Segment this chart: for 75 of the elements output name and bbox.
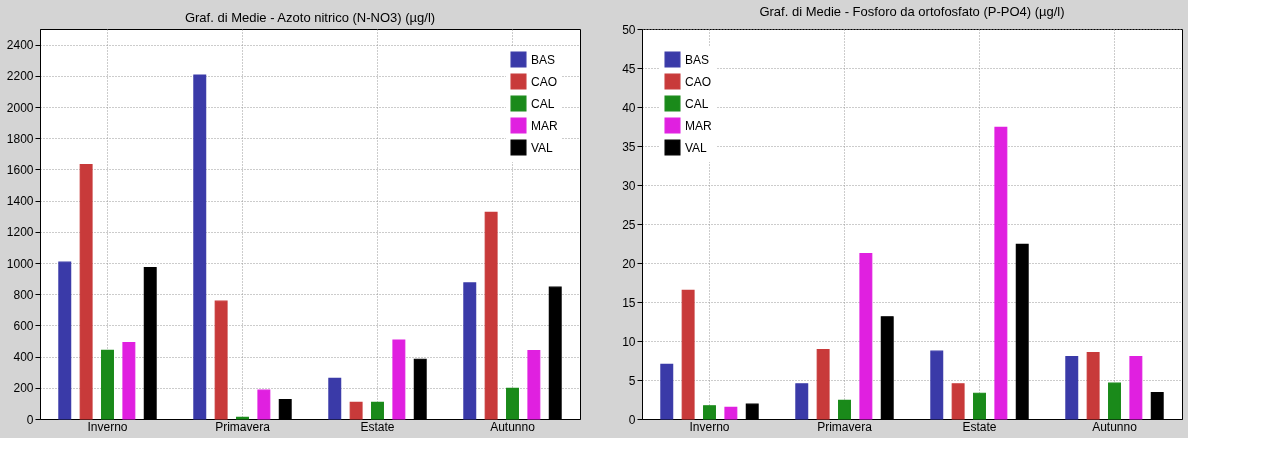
y-tick-label: 5 — [628, 373, 636, 388]
y-tick-label: 600 — [13, 318, 34, 333]
y-tick-label: 1200 — [6, 225, 34, 240]
bar — [1086, 352, 1100, 420]
bar — [1108, 382, 1121, 420]
bar — [681, 289, 695, 420]
bar — [859, 253, 873, 420]
bar — [101, 349, 114, 420]
bar — [484, 211, 498, 420]
bar — [463, 282, 477, 420]
x-tick-label: Estate — [962, 419, 997, 434]
y-tick-label: 1600 — [6, 162, 34, 177]
bar — [724, 406, 738, 420]
y-tick-label: 2400 — [6, 38, 34, 53]
y-tick-label: 35 — [622, 139, 636, 154]
bar — [392, 339, 406, 420]
y-tick-label: 800 — [13, 287, 34, 302]
bar — [795, 383, 809, 420]
x-tick-label: Autunno — [490, 419, 536, 434]
legend-label: CAL — [531, 96, 555, 111]
legend-label: VAL — [531, 140, 554, 155]
bar — [660, 363, 674, 420]
bar — [371, 401, 384, 420]
bar — [816, 348, 830, 420]
bar — [257, 389, 271, 420]
legend-label: VAL — [685, 140, 708, 155]
bar — [214, 300, 228, 420]
bar — [994, 126, 1008, 420]
y-tick-label: 20 — [622, 256, 636, 271]
y-tick-label: 10 — [622, 334, 636, 349]
legend-label: BAS — [531, 52, 556, 67]
chart-title: Graf. di Medie - Azoto nitrico (N-NO3) (µg/l) — [184, 10, 436, 25]
bar — [122, 341, 136, 420]
legend-label: CAL — [685, 96, 709, 111]
y-tick-label: 30 — [622, 178, 636, 193]
bar — [1065, 356, 1079, 420]
y-tick-label: 25 — [622, 217, 636, 232]
bar — [1129, 356, 1143, 420]
legend-label: MAR — [531, 118, 558, 133]
bar — [951, 383, 965, 420]
y-tick-label: 1400 — [6, 194, 34, 209]
bar — [58, 261, 72, 420]
y-tick-label: 0 — [26, 412, 34, 427]
x-tick-label: Inverno — [689, 419, 730, 434]
bar — [930, 350, 944, 420]
legend-label: BAS — [685, 52, 710, 67]
y-tick-label: 2000 — [6, 100, 34, 115]
y-tick-label: 1800 — [6, 131, 34, 146]
bar — [506, 387, 519, 420]
y-tick-label: 45 — [622, 61, 636, 76]
legend-label: CAO — [531, 74, 558, 89]
x-tick-label: Primavera — [215, 419, 271, 434]
bar — [349, 401, 363, 420]
y-tick-label: 1000 — [6, 256, 34, 271]
legend-label: MAR — [685, 118, 712, 133]
y-tick-label: 50 — [622, 22, 636, 37]
bar — [973, 392, 986, 420]
chart-title: Graf. di Medie - Fosforo da ortofosfato (P-PO4) (µg/l) — [759, 4, 1065, 19]
y-tick-label: 0 — [628, 412, 636, 427]
bar — [79, 164, 93, 420]
bar — [193, 74, 207, 420]
y-tick-label: 2200 — [6, 69, 34, 84]
legend-label: CAO — [685, 74, 712, 89]
y-tick-label: 40 — [622, 100, 636, 115]
y-tick-label: 15 — [622, 295, 636, 310]
x-tick-label: Estate — [360, 419, 395, 434]
bar — [703, 405, 716, 420]
x-tick-label: Inverno — [87, 419, 128, 434]
bar — [527, 350, 541, 420]
bar — [838, 399, 851, 420]
y-tick-label: 200 — [13, 381, 34, 396]
x-tick-label: Primavera — [817, 419, 873, 434]
bar — [328, 377, 342, 420]
y-tick-label: 400 — [13, 350, 34, 365]
x-tick-label: Autunno — [1092, 419, 1138, 434]
